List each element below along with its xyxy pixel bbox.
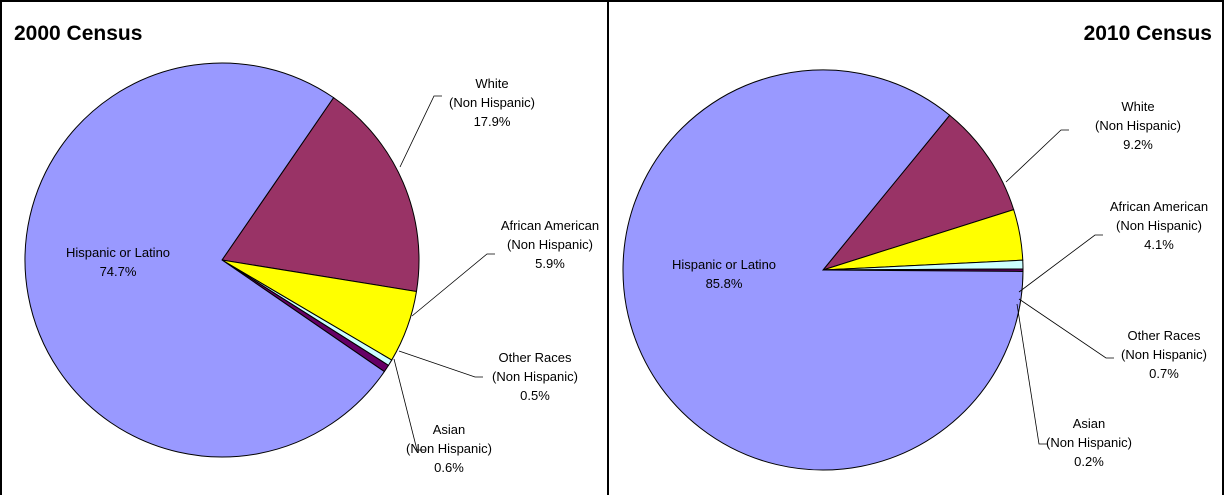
slice-label-text: (Non Hispanic)	[449, 95, 535, 110]
slice-value-white: 17.9%	[474, 114, 511, 129]
slice-label-text: Other Races	[1128, 328, 1201, 343]
slice-value-other-races: 0.7%	[1149, 366, 1179, 381]
slice-label-text: White	[1121, 99, 1154, 114]
chart-title-2010: 2010 Census	[1084, 22, 1212, 45]
leader-line-white-2000	[399, 95, 442, 168]
pie-slices-2010	[622, 69, 1024, 471]
slice-label-other-races-2000: Other Races (Non Hispanic) 0.5%	[398, 350, 578, 403]
slice-value-white: 9.2%	[1123, 137, 1153, 152]
leader-line-white-2010	[1005, 129, 1069, 183]
slice-label-hispanic-or-latino-2000: Hispanic or Latino 74.7%	[66, 245, 170, 279]
slice-hispanic-or-latino-2000	[24, 62, 386, 458]
leader-line-african-american-2010	[1018, 234, 1103, 293]
pie-slices-2000	[24, 62, 420, 458]
chart-title-2000: 2000 Census	[14, 22, 142, 45]
slice-hispanic-or-latino-2010	[622, 69, 1024, 471]
slice-value-hispanic-or-latino: 74.7%	[100, 264, 137, 279]
slice-label-text: Other Races	[499, 350, 572, 365]
slice-label-text: (Non Hispanic)	[1095, 118, 1181, 133]
slice-label-asian-2010: Asian (Non Hispanic) 0.2%	[1016, 303, 1132, 469]
slice-label-text: White	[475, 76, 508, 91]
slice-label-text: Asian	[433, 422, 466, 437]
slice-label-text: Hispanic or Latino	[672, 257, 776, 272]
leader-line-other-races-2010	[1018, 298, 1114, 359]
slice-value-asian: 0.2%	[1074, 454, 1104, 469]
slice-value-african-american: 5.9%	[535, 256, 565, 271]
slice-label-white-2000: White (Non Hispanic) 17.9%	[399, 76, 535, 168]
slice-label-text: Hispanic or Latino	[66, 245, 170, 260]
slice-label-text: African American	[1110, 199, 1208, 214]
slice-label-african-american-2010: African American (Non Hispanic) 4.1%	[1018, 199, 1208, 293]
pie-chart-2010: 2010 Census White (Non Hispanic) 9.2% Afric…	[622, 22, 1212, 471]
slice-label-hispanic-or-latino-2010: Hispanic or Latino 85.8%	[672, 257, 776, 291]
slice-value-asian: 0.6%	[434, 460, 464, 475]
slice-label-asian-2000: Asian (Non Hispanic) 0.6%	[393, 358, 492, 475]
slice-white-2010	[821, 114, 1015, 271]
slice-label-text: African American	[501, 218, 599, 233]
leader-line-african-american-2000	[411, 253, 495, 317]
slice-label-other-races-2010: Other Races (Non Hispanic) 0.7%	[1018, 298, 1207, 381]
pie-chart-2000: 2000 Census White (Non Hispanic) 17.9% Afri…	[14, 22, 599, 475]
slice-label-text: (Non Hispanic)	[1046, 435, 1132, 450]
slice-white-2000	[221, 96, 420, 293]
panel-2000-census: 2000 Census White (Non Hispanic) 17.9% Afri…	[0, 2, 609, 495]
slice-label-text: (Non Hispanic)	[492, 369, 578, 384]
panel-2010-census: 2010 Census White (Non Hispanic) 9.2% Afric…	[609, 2, 1224, 495]
slice-label-text: (Non Hispanic)	[507, 237, 593, 252]
slice-label-text: (Non Hispanic)	[1116, 218, 1202, 233]
slice-value-hispanic-or-latino: 85.8%	[706, 276, 743, 291]
leader-line-other-races-2000	[398, 350, 483, 378]
leader-line-asian-2000	[393, 358, 425, 451]
slice-value-african-american: 4.1%	[1144, 237, 1174, 252]
slice-label-african-american-2000: African American (Non Hispanic) 5.9%	[411, 218, 599, 317]
slice-value-other-races: 0.5%	[520, 388, 550, 403]
slice-label-text: Asian	[1073, 416, 1106, 431]
slice-label-white-2010: White (Non Hispanic) 9.2%	[1005, 99, 1181, 183]
slice-label-text: (Non Hispanic)	[1121, 347, 1207, 362]
slice-label-text: (Non Hispanic)	[406, 441, 492, 456]
leader-line-asian-2010	[1016, 303, 1047, 445]
